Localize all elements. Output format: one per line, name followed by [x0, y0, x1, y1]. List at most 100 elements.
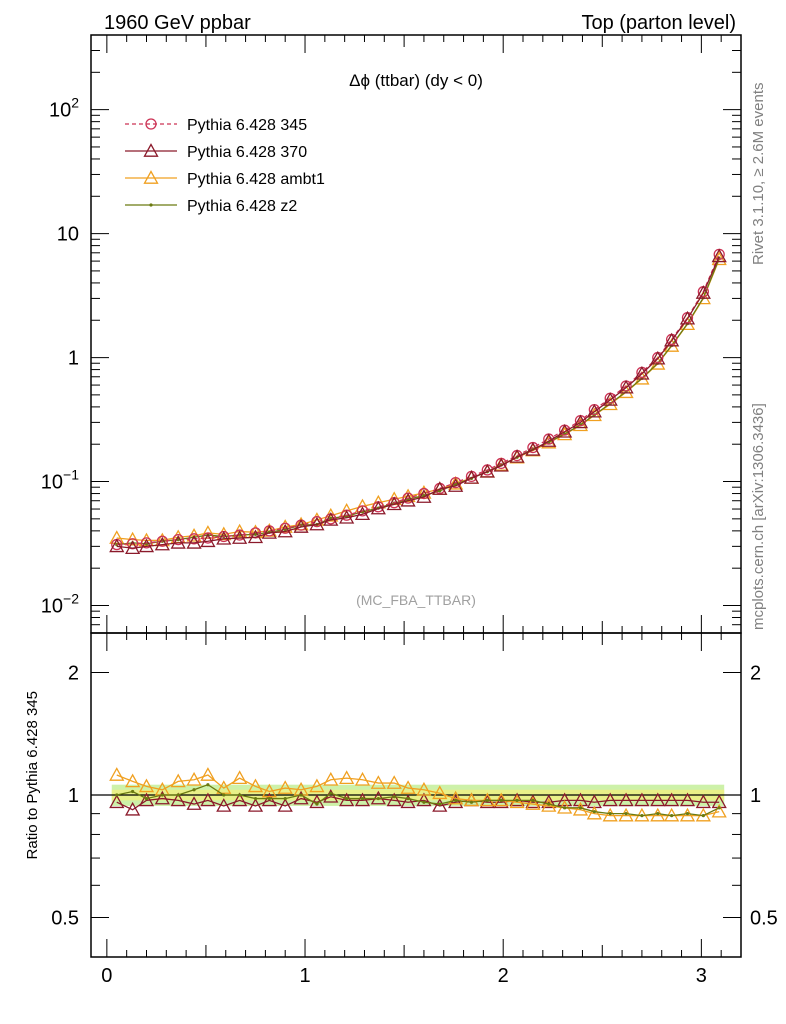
- legend-label: Pythia 6.428 z2: [187, 198, 297, 215]
- data-point: [149, 203, 153, 207]
- data-point: [578, 806, 583, 810]
- data-point: [563, 806, 567, 810]
- data-point: [222, 793, 226, 797]
- data-point: [200, 533, 216, 548]
- data-point: [277, 780, 293, 794]
- data-point: [701, 814, 705, 818]
- data-point: [144, 796, 149, 801]
- data-point: [624, 812, 628, 816]
- data-point: [618, 807, 634, 822]
- data-point: [386, 792, 402, 807]
- data-point: [233, 529, 246, 541]
- data-point: [572, 792, 589, 807]
- data-point: [188, 533, 200, 545]
- data-point: [299, 793, 303, 797]
- data-point: [315, 802, 319, 806]
- data-point: [432, 798, 448, 812]
- data-point: [695, 285, 711, 299]
- data-point: [125, 540, 141, 555]
- data-point: [557, 423, 573, 438]
- data-point: [232, 530, 248, 544]
- data-point: [247, 529, 264, 544]
- ratio-y-ticks: 0.5 0.5 1 1 2 2: [51, 662, 778, 958]
- legend-label: Pythia 6.428 ambt1: [187, 171, 325, 188]
- data-point: [323, 512, 339, 526]
- header-left: 1960 GeV ppbar: [104, 12, 251, 34]
- data-point: [386, 496, 402, 511]
- data-point: [109, 538, 125, 553]
- main-ytick-label: 10: [57, 224, 79, 246]
- data-point: [115, 542, 119, 547]
- main-ytick-label: 1: [68, 348, 79, 370]
- legend-entry: Pythia 6.428 ambt1: [125, 170, 325, 188]
- data-point: [138, 778, 155, 793]
- data-point: [479, 463, 495, 478]
- main-title: Δϕ (ttbar) (dy < 0): [349, 71, 483, 90]
- legend: Pythia 6.428 345 Pythia 6.428 370 Pythia 6…: [125, 117, 325, 215]
- data-point: [192, 788, 196, 792]
- legend-entry: Pythia 6.428 370: [125, 143, 307, 161]
- data-point: [329, 516, 333, 520]
- data-point: [145, 118, 157, 130]
- data-point: [448, 790, 464, 805]
- data-point: [154, 536, 170, 551]
- data-point: [685, 812, 690, 816]
- data-point: [172, 533, 184, 546]
- x-ticks: 0 1 2 3: [101, 35, 742, 987]
- main-series-1: [109, 248, 727, 555]
- data-point: [261, 792, 277, 807]
- data-point: [608, 812, 612, 816]
- data-point: [216, 526, 232, 541]
- series-line: [116, 256, 720, 549]
- data-point: [547, 802, 551, 806]
- data-point: [206, 783, 210, 787]
- data-point: [531, 798, 535, 802]
- data-point: [602, 792, 618, 807]
- data-point: [238, 793, 242, 797]
- data-point: [261, 783, 277, 798]
- data-point: [485, 798, 489, 802]
- series-line: [116, 254, 720, 546]
- data-point: [541, 794, 557, 809]
- data-point: [311, 515, 323, 528]
- data-point: [454, 798, 458, 802]
- data-point: [586, 403, 602, 418]
- data-point: [479, 794, 495, 809]
- data-point: [469, 800, 474, 804]
- data-point: [370, 500, 386, 515]
- data-point: [186, 796, 202, 810]
- main-series: [109, 248, 727, 555]
- data-point: [293, 790, 309, 805]
- data-point: [634, 365, 650, 380]
- data-point: [232, 792, 248, 807]
- data-point: [131, 789, 135, 794]
- data-point: [216, 798, 232, 812]
- data-point: [557, 792, 573, 807]
- data-point: [586, 805, 602, 820]
- main-series-0: [111, 248, 725, 551]
- data-point: [717, 806, 721, 810]
- data-point: [354, 771, 371, 786]
- data-point: [711, 803, 727, 818]
- data-point: [156, 535, 168, 547]
- data-point: [416, 489, 432, 503]
- ratio-panel-frame: [90, 632, 742, 958]
- data-point: [356, 505, 369, 517]
- main-ytick-label: 102: [49, 95, 79, 122]
- data-point: [679, 807, 696, 822]
- data-point: [309, 516, 325, 531]
- main-ytick-label: 10−2: [41, 590, 79, 617]
- data-point: [339, 509, 355, 524]
- data-point: [422, 800, 426, 804]
- data-point: [170, 792, 186, 807]
- data-point: [695, 794, 711, 809]
- data-point: [154, 790, 170, 805]
- mcplots-label: mcplots.cern.ch [arXiv:1306.3436]: [750, 403, 767, 630]
- ratio-ytick-label: 2: [68, 662, 79, 684]
- data-point: [541, 433, 557, 447]
- data-point: [572, 414, 589, 429]
- data-point: [592, 810, 596, 814]
- ratio-series-2: [115, 783, 721, 818]
- data-point: [143, 170, 159, 184]
